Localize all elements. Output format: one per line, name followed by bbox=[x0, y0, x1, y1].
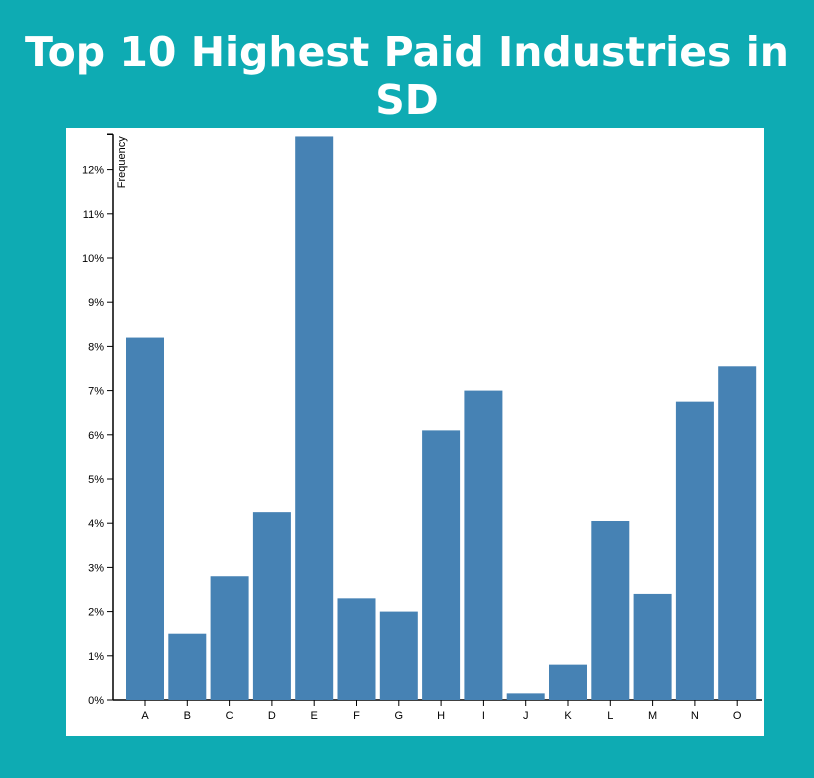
y-tick-label: 5% bbox=[88, 474, 104, 486]
x-tick-label: E bbox=[311, 710, 318, 722]
x-tick-label: L bbox=[607, 710, 613, 722]
bar-i bbox=[464, 390, 503, 700]
bar-m bbox=[633, 593, 672, 700]
bar-l bbox=[591, 520, 630, 700]
y-tick-label: 9% bbox=[88, 297, 104, 309]
bar-f bbox=[337, 598, 376, 700]
bar-h bbox=[422, 430, 461, 700]
bar-d bbox=[252, 512, 291, 700]
x-tick-label: D bbox=[268, 710, 276, 722]
y-tick-label: 2% bbox=[88, 607, 104, 619]
chart-panel: 0% 1% 2% 3% 4% 5% 6% 7% 8% 9% 10% 11% 12% Frequency A B… bbox=[66, 128, 764, 736]
x-tick-label: I bbox=[482, 710, 485, 722]
bar-e bbox=[295, 136, 334, 700]
x-tick-label: M bbox=[648, 710, 657, 722]
x-tick-label: A bbox=[141, 710, 149, 722]
x-tick-label: F bbox=[353, 710, 360, 722]
y-tick-label: 4% bbox=[88, 518, 104, 530]
bar-g bbox=[379, 611, 418, 700]
y-tick-label: 0% bbox=[88, 695, 104, 707]
x-tick-label: G bbox=[395, 710, 404, 722]
bar-b bbox=[168, 633, 207, 700]
y-tick-label: 6% bbox=[88, 430, 104, 442]
y-tick-label: 1% bbox=[88, 651, 104, 663]
y-axis-label: Frequency bbox=[116, 136, 128, 188]
bar-k bbox=[549, 664, 587, 700]
y-tick-label: 11% bbox=[83, 209, 104, 221]
y-tick-label: 12% bbox=[82, 165, 104, 177]
bar-n bbox=[675, 401, 714, 700]
x-tick-label: C bbox=[226, 710, 234, 722]
y-tick-label: 10% bbox=[82, 253, 104, 265]
x-tick-label: O bbox=[733, 710, 742, 722]
bar-o bbox=[718, 366, 757, 700]
x-tick-label: N bbox=[691, 710, 699, 722]
x-tick-label: K bbox=[564, 710, 572, 722]
bar-chart: 0% 1% 2% 3% 4% 5% 6% 7% 8% 9% 10% 11% 12% Frequency A B… bbox=[82, 133, 762, 722]
x-tick-label: J bbox=[523, 710, 529, 722]
bar-c bbox=[210, 576, 249, 700]
x-tick-label: H bbox=[437, 710, 445, 722]
x-tick-label: B bbox=[184, 710, 191, 722]
bar-j bbox=[506, 693, 545, 700]
bar-a bbox=[126, 337, 164, 700]
y-tick-label: 7% bbox=[88, 386, 104, 398]
chart-title: Top 10 Highest Paid Industries in SD bbox=[25, 28, 789, 124]
y-tick-label: 3% bbox=[88, 562, 104, 574]
y-tick-label: 8% bbox=[88, 341, 104, 353]
